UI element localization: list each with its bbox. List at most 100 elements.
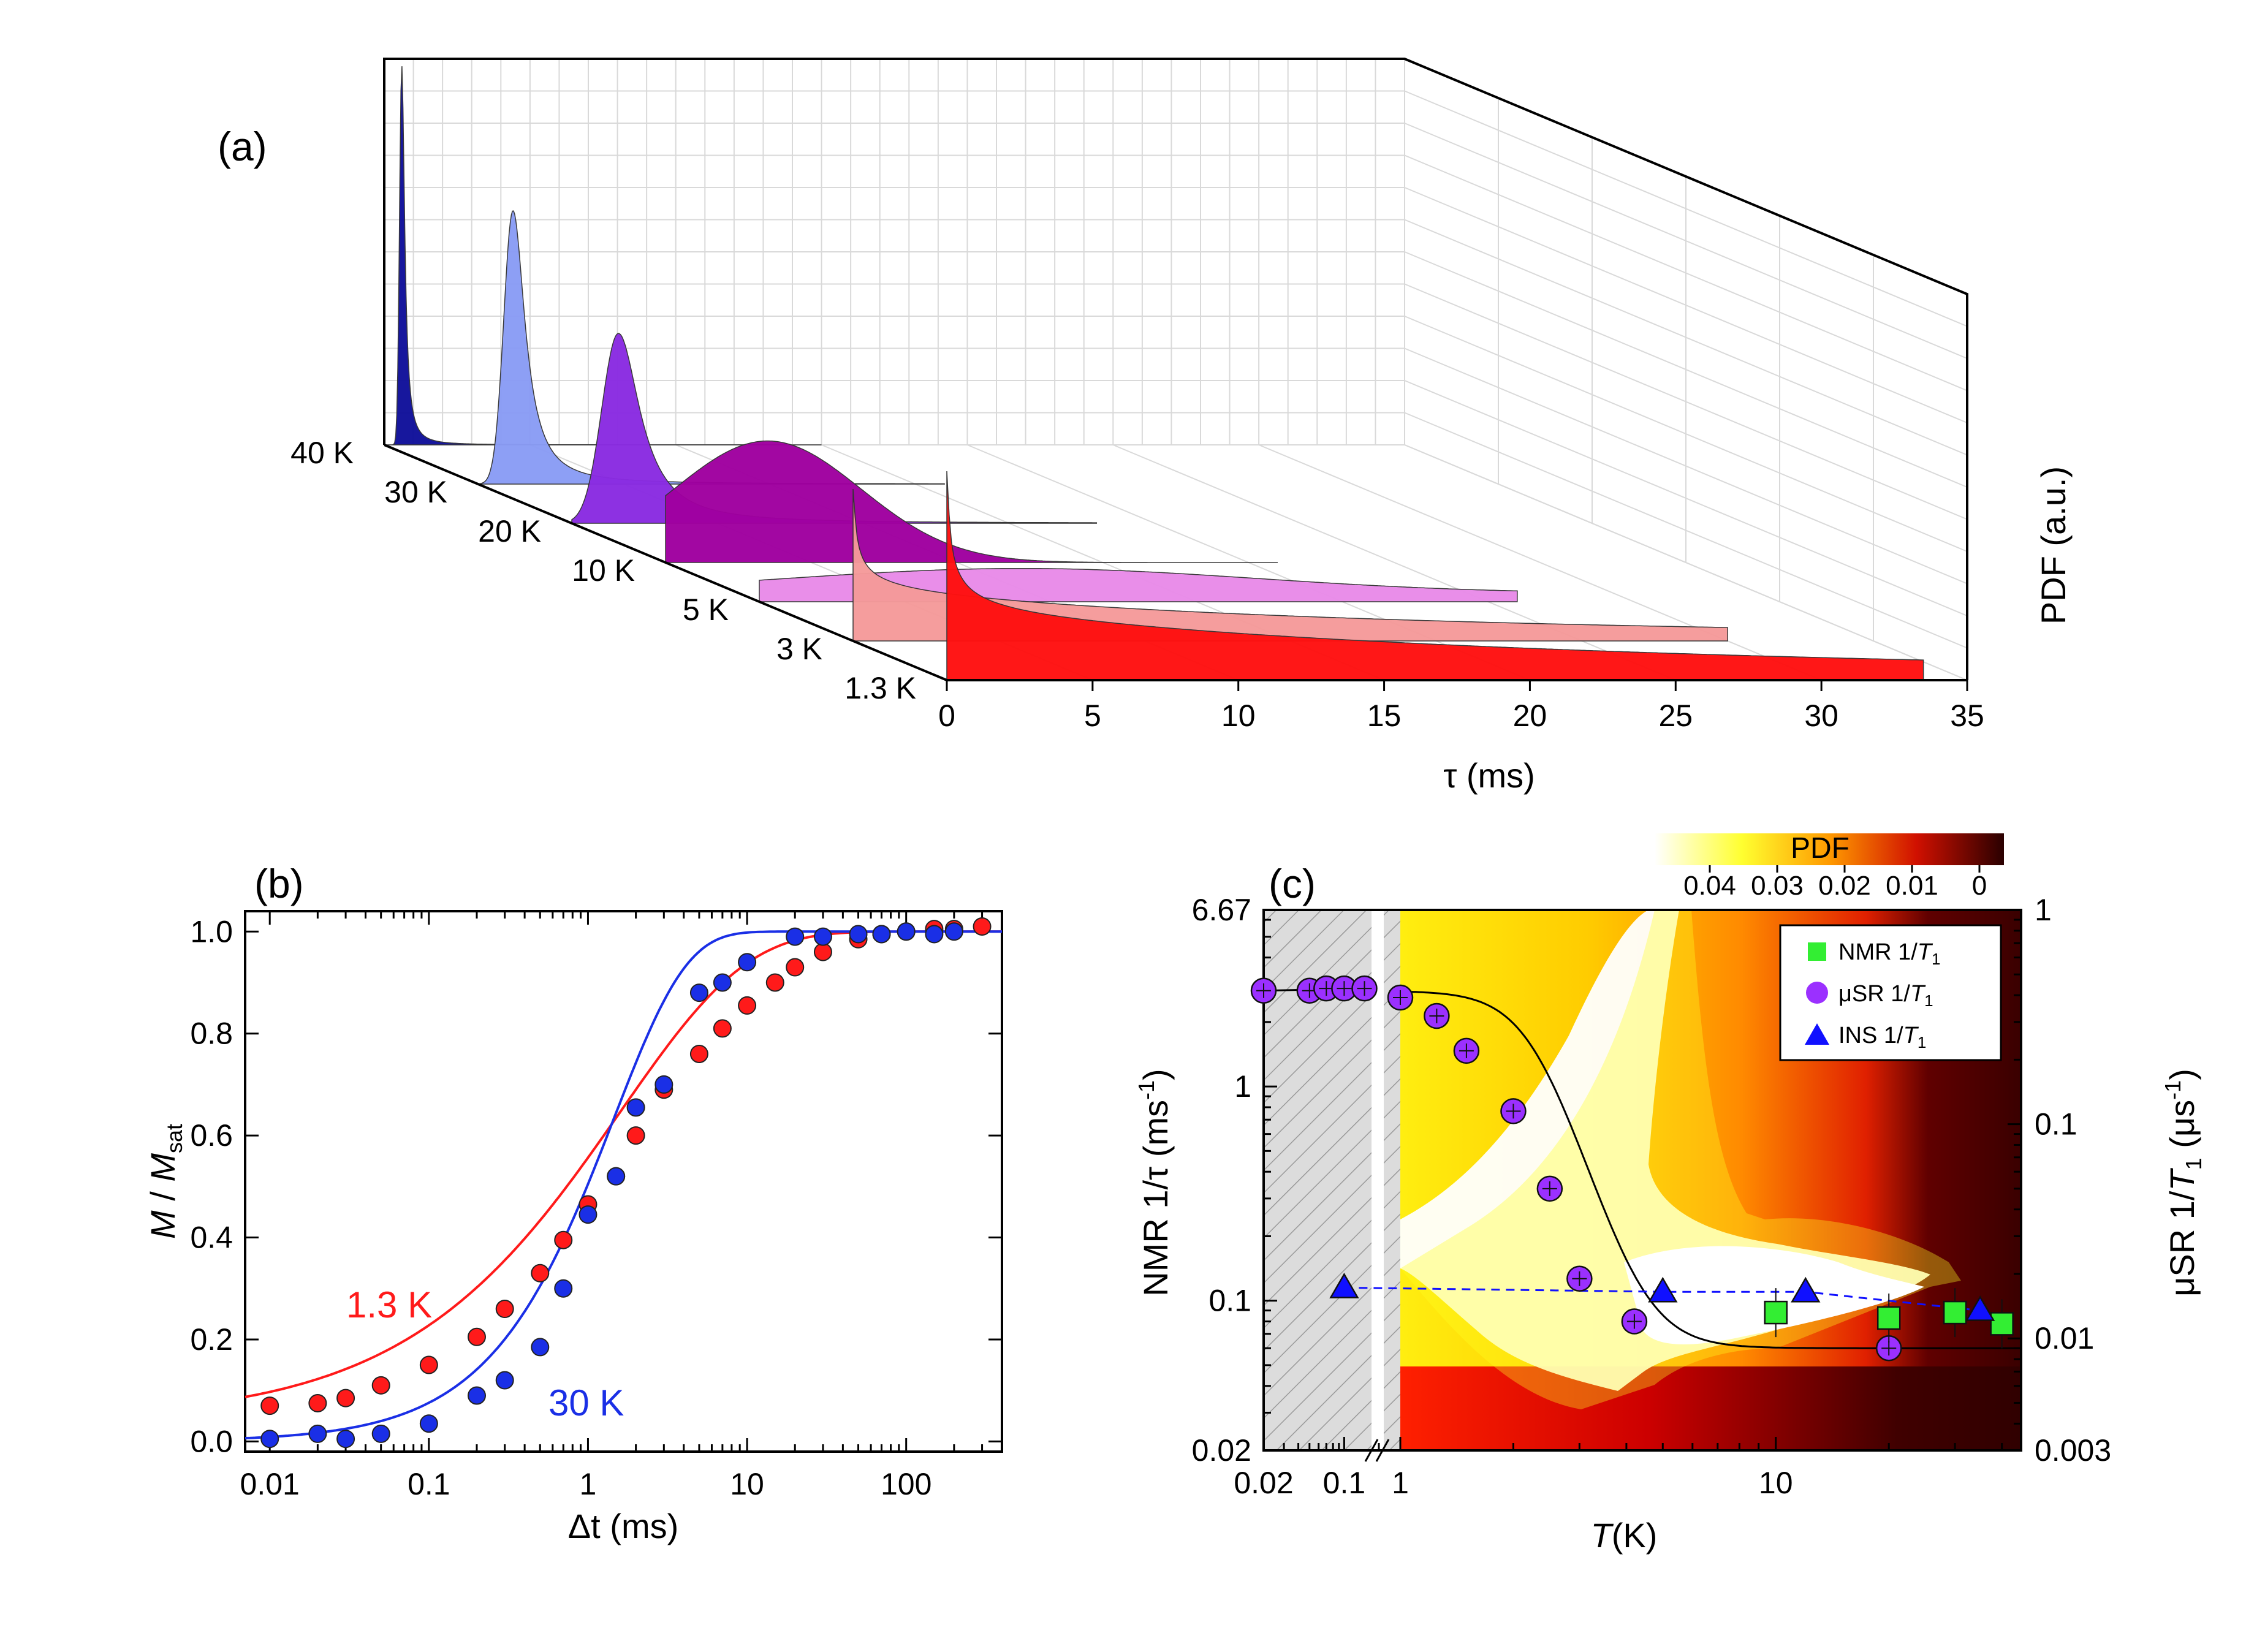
panel-b-y-ticks: 0.0 0.2 0.4 0.6 0.8 1.0 <box>190 914 1002 1458</box>
point-13K <box>531 1264 550 1283</box>
x-tick-label: 0.01 <box>240 1467 300 1501</box>
legend-musr-text: μSR 1/ <box>1838 981 1910 1007</box>
colorbar-title: PDF <box>1791 832 1850 865</box>
panel-a-x-ticks: 0 5 10 15 20 25 30 35 <box>938 680 1984 733</box>
panel-a-3d-grid <box>384 58 1968 681</box>
point-13K <box>973 917 992 936</box>
panel-b-y-label-slash: / <box>143 1182 182 1211</box>
ins-point <box>1329 1272 1359 1298</box>
colorbar-tick-label: 0.01 <box>1886 871 1938 901</box>
temperature-label: 20 K <box>478 514 541 548</box>
ins-point <box>1791 1276 1821 1303</box>
x-tick-label: 20 <box>1513 699 1547 733</box>
point-30K <box>925 925 944 944</box>
left-y-tick-label: 6.67 <box>1192 893 1251 927</box>
panel-b-fit-curves <box>245 930 1002 1440</box>
nmr-point <box>1876 1306 1901 1330</box>
temperature-label: 40 K <box>290 436 354 470</box>
point-30K <box>308 1424 327 1443</box>
right-y-tick-label: 0.1 <box>2035 1107 2077 1142</box>
colorbar-tick-label: 0.04 <box>1683 871 1736 901</box>
c-right-label-end: ) <box>2163 1069 2201 1080</box>
point-30K <box>579 1205 598 1224</box>
panel-b-x-ticks: 0.01 0.1 1 10 100 <box>240 911 984 1501</box>
point-13K <box>308 1393 327 1412</box>
panel-b-x-axis-label: Δt (ms) <box>568 1507 678 1545</box>
point-30K <box>786 927 805 946</box>
temperature-label: 30 K <box>384 475 447 509</box>
c-right-label-T: T <box>2163 1168 2201 1191</box>
temperature-label: 1.3 K <box>844 671 916 705</box>
y-tick-label: 0.0 <box>190 1424 233 1458</box>
legend-nmr-marker <box>1808 942 1826 961</box>
panel-a-z-axis-label: PDF (a.u.) <box>2034 466 2073 624</box>
x-tick-label: 5 <box>1084 699 1101 733</box>
panel-b-data-points <box>260 917 992 1449</box>
fit-13K <box>245 930 1002 1398</box>
point-30K <box>944 922 963 941</box>
point-30K <box>554 1279 573 1298</box>
right-y-tick-label: 0.003 <box>2035 1433 2111 1468</box>
point-13K <box>467 1327 486 1346</box>
c-right-label-sub: 1 <box>2181 1158 2206 1170</box>
depth-axis-line <box>384 444 947 681</box>
temperature-label: 3 K <box>776 632 822 666</box>
point-30K <box>713 973 732 992</box>
y-tick-label: 1.0 <box>190 914 233 949</box>
point-30K <box>467 1386 486 1405</box>
point-30K <box>626 1098 645 1117</box>
annotation-30K: 30 K <box>548 1382 624 1423</box>
point-13K <box>419 1355 438 1374</box>
x-tick-label: 0 <box>938 699 955 733</box>
point-13K <box>813 942 832 961</box>
panel-c: (c) PDF 0.04 0.03 0.02 0.01 0 0.02 0.1 1 10 6.67… <box>1134 832 2206 1555</box>
point-13K <box>689 1044 708 1063</box>
x-tick-label: 15 <box>1367 699 1402 733</box>
point-30K <box>419 1414 438 1433</box>
panel-c-x-label-unit: (K) <box>1612 1516 1658 1555</box>
point-30K <box>607 1167 626 1186</box>
panel-c-data-points <box>1250 975 2014 1362</box>
point-13K <box>626 1126 645 1145</box>
panel-a-label: (a) <box>218 124 267 169</box>
panel-a: (a) 0 5 10 15 20 25 30 35 40 K 30 K 20 K 10 K 5 K 3 … <box>218 58 2073 795</box>
axis-break-mark <box>1375 1439 1390 1462</box>
ins-dashed-line <box>1344 1286 1981 1312</box>
c-right-label-sup: -1 <box>2160 1080 2185 1100</box>
legend-nmr-sub: 1 <box>1932 950 1940 968</box>
y-tick-label: 0.8 <box>190 1017 233 1051</box>
point-30K <box>654 1075 673 1094</box>
legend-ins-text: INS 1/ <box>1838 1023 1903 1048</box>
x-tick-label: 0.1 <box>1323 1466 1366 1500</box>
legend-musr-sub: 1 <box>1924 991 1933 1010</box>
legend-musr-label: μSR 1/T1 <box>1838 981 1933 1010</box>
point-13K <box>260 1396 279 1415</box>
panel-a-x-axis-label: τ (ms) <box>1443 756 1535 795</box>
ins-point <box>1648 1276 1678 1303</box>
axis-break-mark <box>1364 1439 1379 1462</box>
panel-c-label: (c) <box>1269 861 1316 906</box>
left-y-tick-label: 0.02 <box>1192 1433 1251 1468</box>
panel-c-x-label-T: T <box>1591 1516 1614 1555</box>
point-13K <box>495 1300 514 1319</box>
panel-c-ticks: 0.02 0.1 1 10 6.67 1 0.1 0.02 1 0.1 0.01 0.003 <box>1192 893 2111 1500</box>
x-tick-label: 10 <box>1221 699 1256 733</box>
colorbar-ticks: 0.04 0.03 0.02 0.01 0 <box>1683 865 1987 901</box>
fit-30K <box>245 930 1002 1440</box>
curve-10K <box>665 440 1278 563</box>
point-13K <box>738 996 757 1015</box>
point-13K <box>786 958 805 977</box>
temperature-label: 10 K <box>572 553 635 588</box>
y-tick-label: 0.6 <box>190 1118 233 1153</box>
colorbar <box>1655 833 2004 865</box>
ins-point <box>1965 1295 1995 1321</box>
point-30K <box>689 983 708 1002</box>
point-30K <box>531 1338 550 1357</box>
panel-a-axes <box>383 58 1968 681</box>
nmr-point <box>1943 1300 1967 1325</box>
x-tick-label: 25 <box>1658 699 1693 733</box>
point-13K <box>554 1230 573 1249</box>
point-13K <box>765 973 784 992</box>
right-y-tick-label: 1 <box>2035 893 2052 927</box>
